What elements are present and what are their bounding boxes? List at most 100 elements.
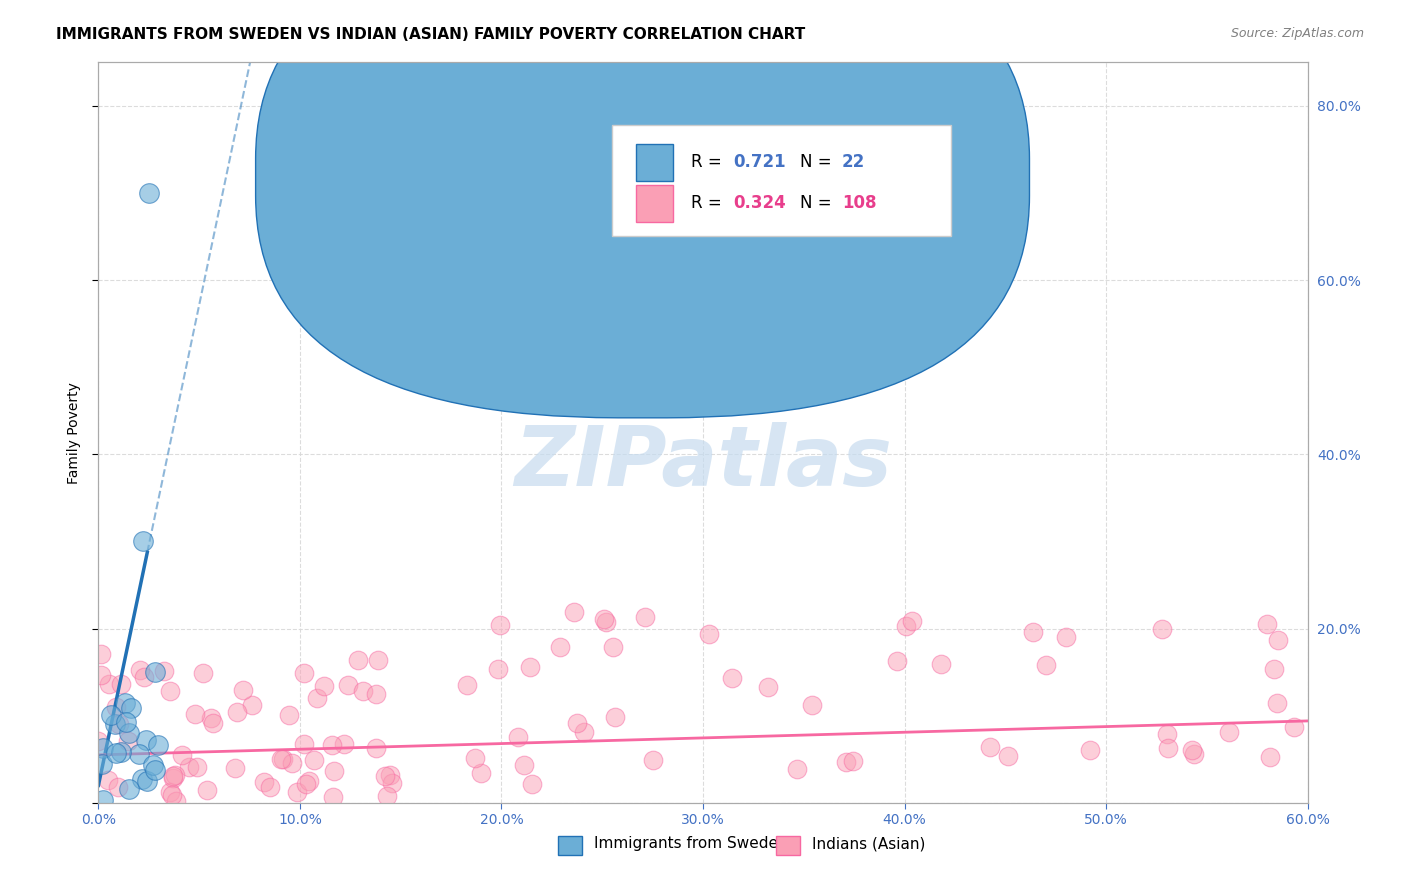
Point: [90, 667, 112, 681]
Point: [641, 753, 664, 767]
Point: [979, 740, 1001, 755]
Point: [136, 774, 159, 789]
Text: Immigrants from Sweden: Immigrants from Sweden: [595, 836, 787, 851]
Point: [200, 711, 222, 725]
Point: [720, 672, 742, 686]
Point: [380, 767, 402, 781]
Bar: [558, 836, 582, 855]
Point: [91, 793, 114, 807]
Point: [520, 777, 543, 791]
Point: [118, 781, 141, 796]
Point: [259, 780, 281, 795]
Point: [135, 733, 157, 747]
Text: N =: N =: [800, 153, 831, 171]
Point: [572, 724, 595, 739]
Point: [143, 763, 166, 777]
Point: [1181, 743, 1204, 757]
Text: R =: R =: [690, 153, 721, 171]
Point: [162, 788, 184, 802]
Point: [322, 790, 344, 805]
Point: [314, 679, 336, 693]
Point: [132, 534, 155, 549]
Y-axis label: Family Poverty: Family Poverty: [67, 382, 82, 483]
Point: [271, 752, 294, 766]
Point: [322, 764, 344, 778]
Point: [894, 619, 917, 633]
Point: [513, 757, 536, 772]
Text: 22: 22: [842, 153, 865, 171]
Point: [1080, 743, 1102, 757]
Point: [1152, 622, 1174, 636]
Text: 108: 108: [842, 194, 876, 212]
Point: [1218, 725, 1240, 739]
Text: Source: ZipAtlas.com: Source: ZipAtlas.com: [1230, 27, 1364, 40]
Point: [153, 665, 176, 679]
Point: [929, 657, 952, 672]
Point: [292, 665, 315, 680]
Point: [1035, 657, 1057, 672]
Point: [131, 772, 153, 786]
Point: [159, 785, 181, 799]
Point: [1282, 720, 1305, 734]
Point: [195, 783, 218, 797]
Point: [519, 659, 541, 673]
Point: [364, 687, 387, 701]
Point: [1265, 696, 1288, 710]
Point: [285, 785, 308, 799]
Point: [321, 738, 343, 752]
Point: [107, 780, 129, 795]
Point: [114, 697, 136, 711]
Point: [298, 774, 321, 789]
Point: [756, 680, 779, 694]
Point: [91, 756, 114, 771]
Point: [162, 769, 184, 783]
Text: R =: R =: [690, 194, 721, 212]
Text: N =: N =: [800, 194, 831, 212]
Point: [110, 677, 132, 691]
Point: [548, 640, 571, 654]
Point: [374, 769, 396, 783]
Point: [305, 690, 328, 705]
Point: [110, 744, 132, 758]
Point: [1182, 747, 1205, 761]
Point: [786, 762, 808, 776]
Point: [117, 726, 139, 740]
Bar: [637, 144, 672, 181]
Point: [97, 773, 120, 788]
Point: [104, 746, 127, 760]
Point: [159, 683, 181, 698]
Point: [997, 749, 1019, 764]
Text: Indians (Asian): Indians (Asian): [811, 836, 925, 851]
FancyBboxPatch shape: [613, 126, 950, 236]
Point: [172, 747, 194, 762]
Point: [253, 775, 276, 789]
Point: [456, 678, 478, 692]
Point: [232, 682, 254, 697]
Point: [489, 618, 512, 632]
Point: [105, 699, 128, 714]
Point: [177, 760, 200, 774]
Point: [364, 741, 387, 756]
Point: [506, 730, 529, 744]
Point: [470, 766, 492, 780]
Point: [277, 708, 299, 723]
Text: 0.721: 0.721: [734, 153, 786, 171]
Point: [1021, 625, 1043, 640]
Point: [292, 737, 315, 751]
Point: [634, 609, 657, 624]
Text: IMMIGRANTS FROM SWEDEN VS INDIAN (ASIAN) FAMILY POVERTY CORRELATION CHART: IMMIGRANTS FROM SWEDEN VS INDIAN (ASIAN)…: [56, 27, 806, 42]
Text: 0.324: 0.324: [734, 194, 786, 212]
Point: [375, 789, 398, 804]
Point: [886, 654, 908, 668]
Point: [464, 750, 486, 764]
Point: [117, 734, 139, 748]
Point: [90, 647, 112, 661]
Point: [225, 705, 247, 719]
Point: [91, 741, 114, 756]
Bar: [776, 836, 800, 855]
Point: [193, 665, 215, 680]
Point: [1267, 633, 1289, 648]
Point: [142, 757, 165, 772]
Point: [381, 776, 404, 790]
Point: [367, 653, 389, 667]
